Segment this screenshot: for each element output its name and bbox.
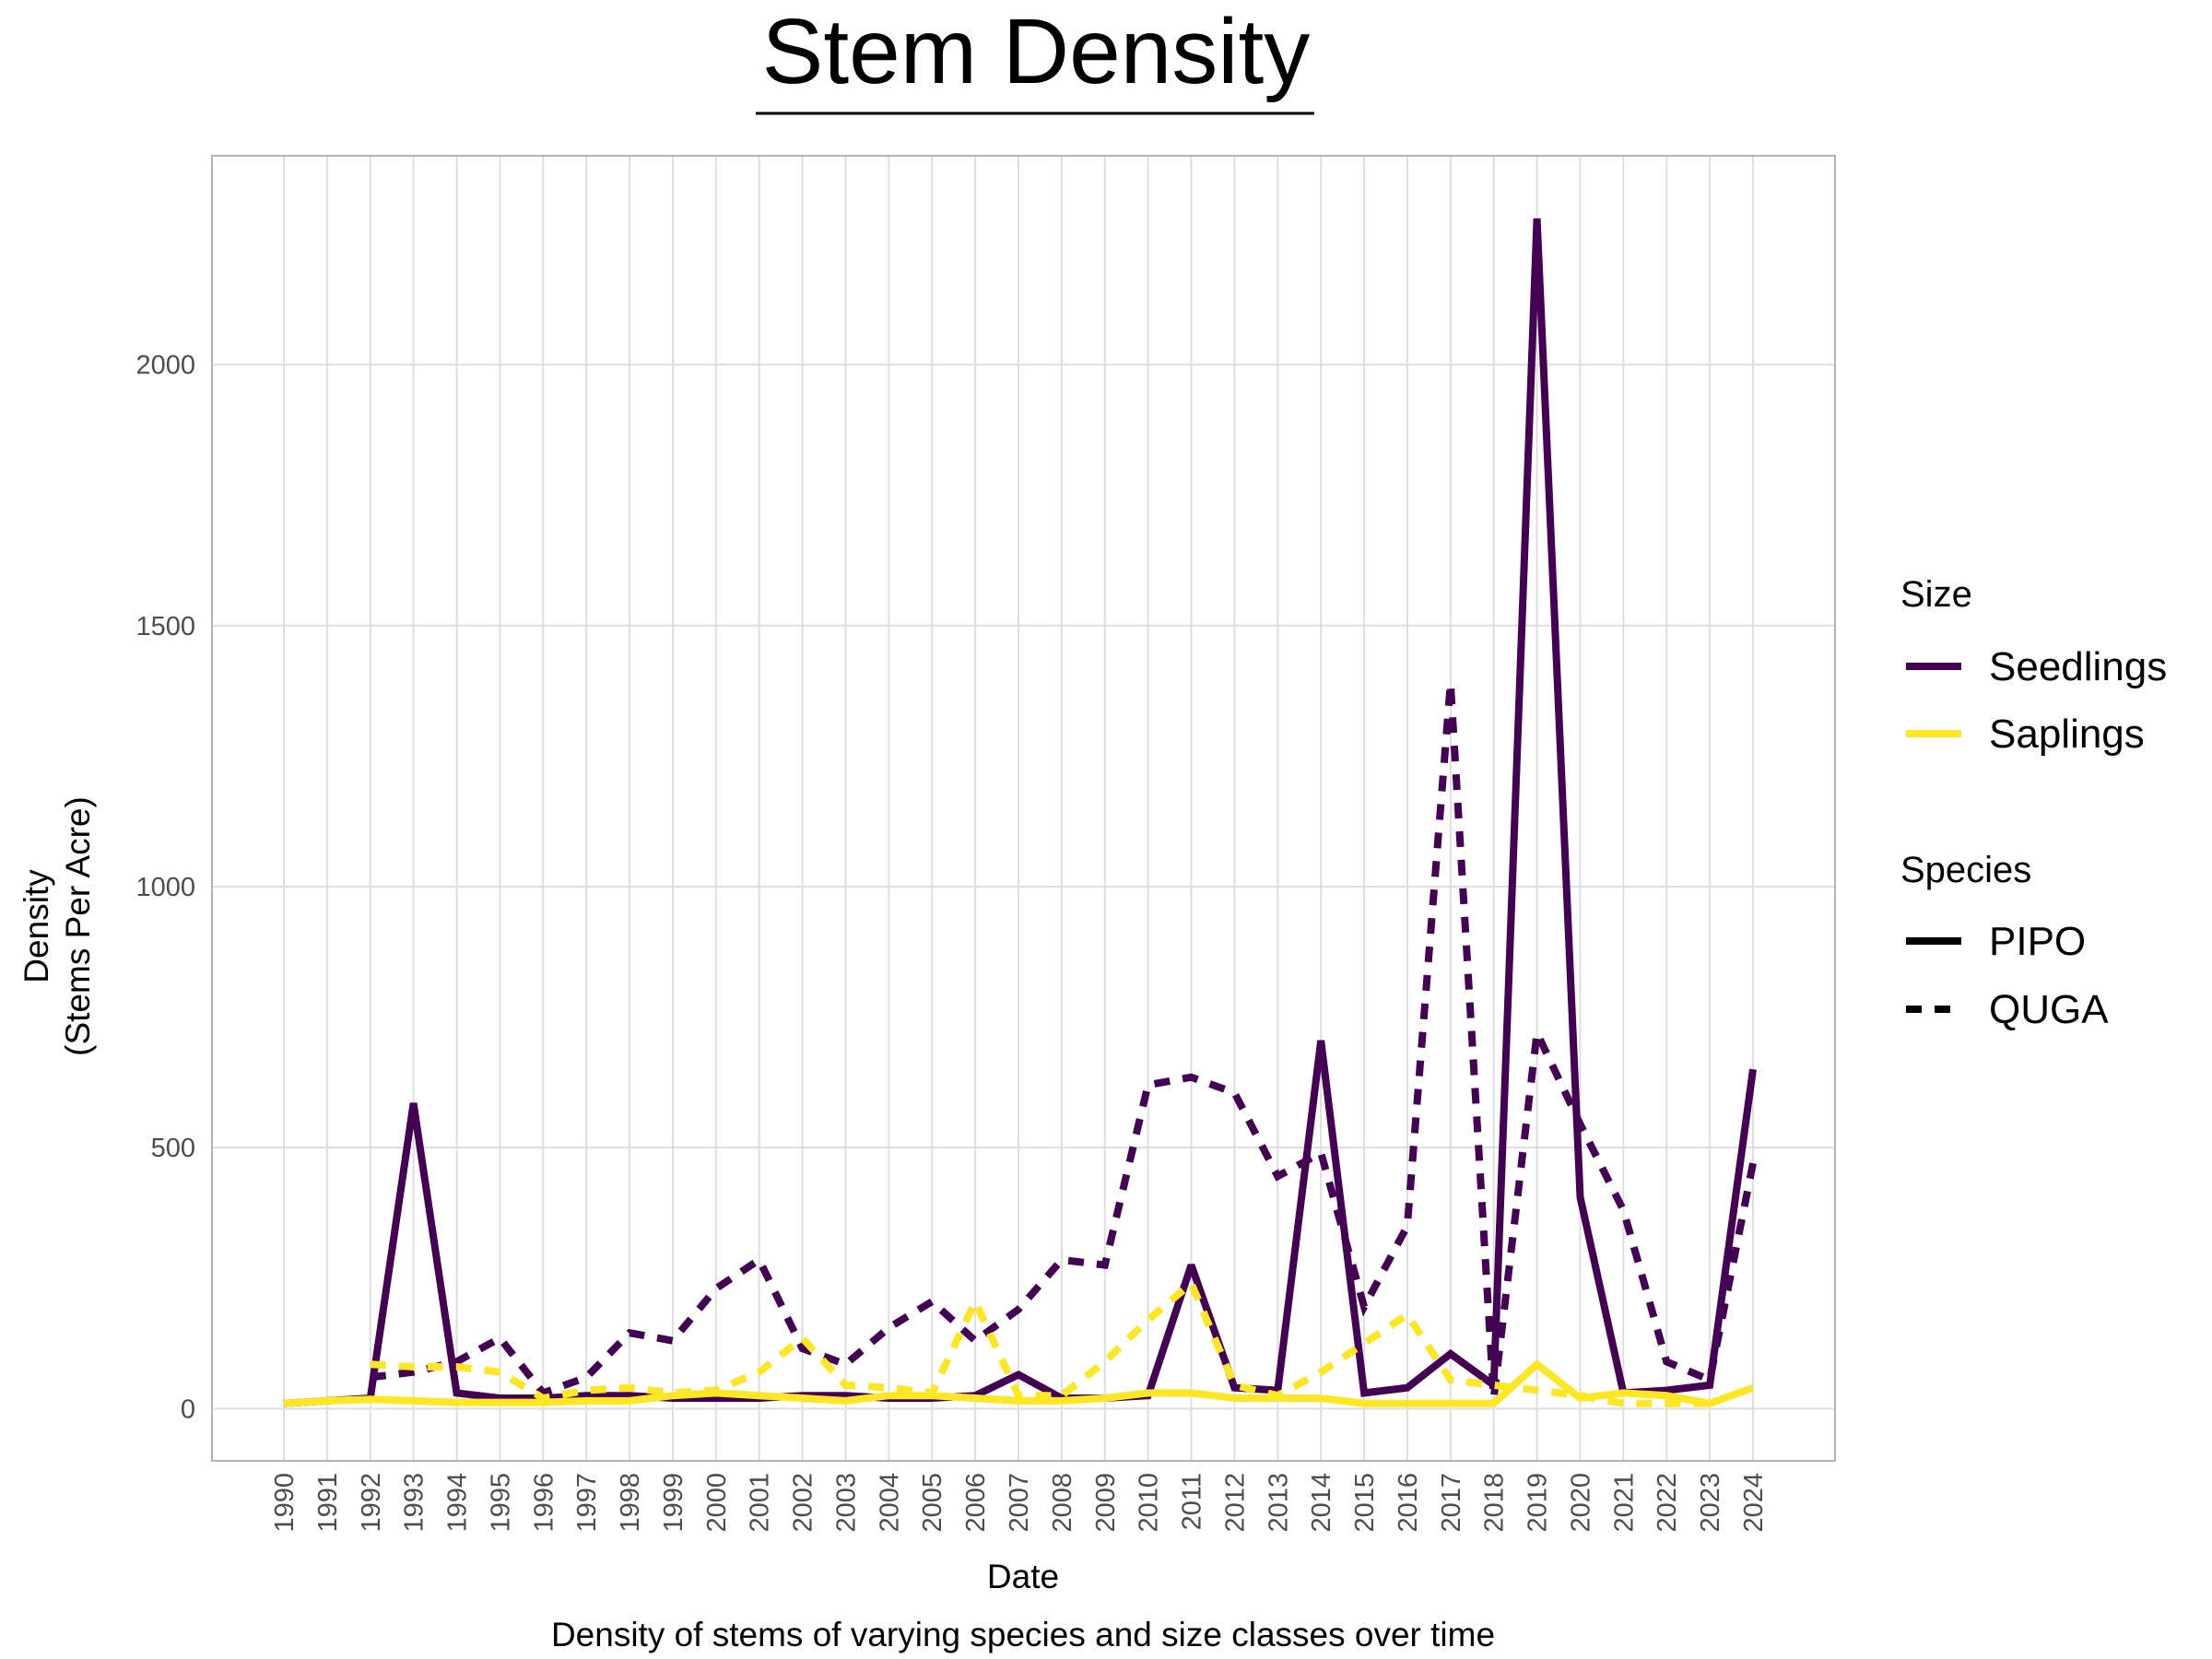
legend: Size Seedlings Saplings Species PIPO QUG… <box>1900 574 2167 1032</box>
x-tick-label-1997: 1997 <box>572 1473 602 1533</box>
x-axis-ticks: 1990 1991 1992 1993 1994 1995 1996 1997 1998 1999… <box>270 1473 1769 1533</box>
x-tick-label-2016: 2016 <box>1394 1473 1423 1533</box>
y-tick-label-2000: 2000 <box>135 351 195 381</box>
legend-label-quga: QUGA <box>1989 987 2109 1032</box>
series-line-seedlings-pipo <box>283 218 1757 1407</box>
x-tick-label-1993: 1993 <box>400 1473 429 1533</box>
legend-label-seedlings: Seedlings <box>1989 644 2167 689</box>
x-tick-label-2005: 2005 <box>918 1473 947 1533</box>
y-axis-title-line-1: Density <box>18 869 55 983</box>
x-tick-label-2023: 2023 <box>1696 1473 1725 1533</box>
x-tick-label-2010: 2010 <box>1135 1473 1164 1533</box>
x-tick-label-2024: 2024 <box>1739 1473 1769 1533</box>
x-tick-label-2017: 2017 <box>1437 1473 1466 1533</box>
x-tick-label-2000: 2000 <box>702 1473 732 1533</box>
y-tick-label-0: 0 <box>181 1394 195 1424</box>
x-tick-label-1990: 1990 <box>270 1473 300 1533</box>
x-tick-label-2020: 2020 <box>1566 1473 1595 1533</box>
x-axis-title: Date <box>987 1558 1059 1595</box>
x-tick-label-2001: 2001 <box>746 1473 775 1533</box>
x-tick-label-2002: 2002 <box>789 1473 818 1533</box>
x-tick-label-1991: 1991 <box>313 1473 343 1533</box>
x-tick-label-2015: 2015 <box>1350 1473 1380 1533</box>
plot-grid <box>212 156 1835 1461</box>
x-tick-label-2013: 2013 <box>1264 1473 1293 1533</box>
x-tick-label-2012: 2012 <box>1220 1473 1250 1533</box>
x-tick-label-2019: 2019 <box>1524 1473 1553 1533</box>
x-tick-label-1998: 1998 <box>616 1473 645 1533</box>
legend-species-title: Species <box>1900 850 2031 890</box>
series-line-seedlings-quga <box>370 682 1757 1399</box>
x-tick-label-1999: 1999 <box>659 1473 688 1533</box>
x-tick-label-2021: 2021 <box>1609 1473 1639 1533</box>
x-tick-label-1996: 1996 <box>529 1473 559 1533</box>
x-tick-label-2008: 2008 <box>1048 1473 1077 1533</box>
x-tick-label-1994: 1994 <box>443 1473 473 1533</box>
y-tick-label-1500: 1500 <box>135 612 195 641</box>
plot-series <box>283 218 1757 1407</box>
x-tick-label-1992: 1992 <box>357 1473 386 1533</box>
y-axis-ticks: 0 500 1000 1500 2000 <box>135 351 195 1425</box>
x-tick-label-1995: 1995 <box>486 1473 515 1533</box>
y-tick-label-1000: 1000 <box>135 873 195 902</box>
x-tick-label-2018: 2018 <box>1480 1473 1510 1533</box>
x-tick-label-2003: 2003 <box>831 1473 861 1533</box>
y-axis-title-line-2: (Stems Per Acre) <box>59 796 97 1056</box>
x-tick-label-2022: 2022 <box>1653 1473 1682 1533</box>
x-tick-label-2011: 2011 <box>1178 1473 1207 1530</box>
chart-title: Stem Density <box>762 0 1311 103</box>
chart-caption: Density of stems of varying species and … <box>551 1616 1495 1653</box>
x-tick-label-2007: 2007 <box>1005 1473 1034 1533</box>
x-tick-label-2006: 2006 <box>961 1473 991 1533</box>
series-line-saplings-quga <box>370 1277 1711 1407</box>
x-tick-label-2009: 2009 <box>1091 1473 1121 1533</box>
legend-label-pipo: PIPO <box>1989 919 2086 964</box>
legend-label-saplings: Saplings <box>1989 712 2145 757</box>
x-tick-label-2014: 2014 <box>1307 1473 1336 1533</box>
x-tick-label-2004: 2004 <box>875 1473 904 1533</box>
legend-size-title: Size <box>1900 574 1972 615</box>
y-axis-title: Density (Stems Per Acre) <box>18 796 97 1056</box>
plot-panel-border <box>211 155 1836 1462</box>
y-tick-label-500: 500 <box>151 1134 195 1163</box>
